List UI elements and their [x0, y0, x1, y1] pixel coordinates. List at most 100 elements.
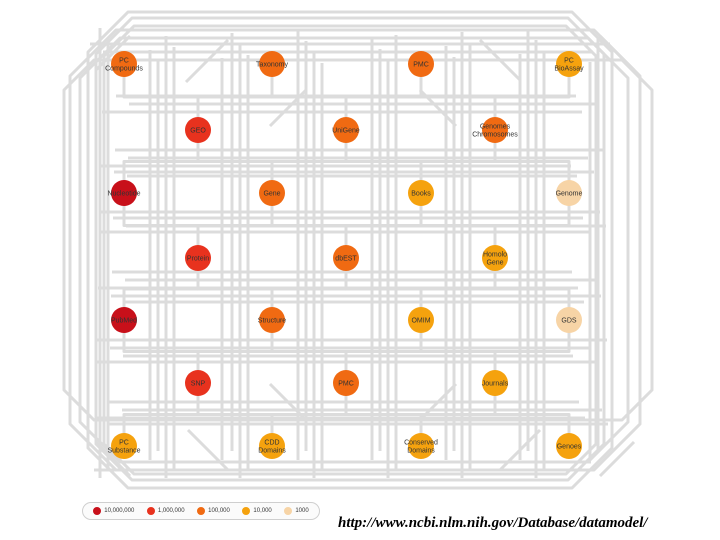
node-label: PC: [119, 440, 129, 447]
node-label: Conserved: [404, 440, 438, 447]
node-label: Journals: [482, 381, 509, 388]
node-label: GDS: [561, 318, 577, 325]
node-circle: [482, 370, 508, 396]
node-circle: [259, 307, 285, 333]
connection-line: [270, 258, 348, 320]
node-circle: [482, 245, 508, 271]
node-geo[interactable]: GEO: [185, 117, 211, 143]
connection-line: [62, 58, 654, 422]
connection-line: [122, 130, 200, 193]
node-label: Substance: [107, 448, 140, 455]
connection-line: [344, 130, 423, 193]
node-label: Taxonomy: [256, 62, 288, 69]
connection-line: [270, 64, 348, 130]
node-circle: [111, 180, 137, 206]
connection-line: [122, 383, 200, 446]
connection-line: [270, 320, 348, 383]
connection-line: [493, 320, 571, 383]
connection-line: [419, 258, 497, 320]
node-dbest[interactable]: dbEST: [333, 245, 359, 271]
node-label: SNP: [191, 381, 206, 388]
connection-line: [493, 130, 571, 193]
node-snp[interactable]: SNP: [185, 370, 211, 396]
node-circle: [333, 245, 359, 271]
legend-dot: [242, 507, 251, 515]
node-pubmed[interactable]: PubMed: [111, 307, 137, 333]
node-label: BioAssay: [554, 66, 584, 73]
node-label: UniGene: [332, 128, 360, 135]
node-label: Genomes: [480, 124, 511, 131]
connection-line: [344, 258, 423, 320]
node-label: Books: [411, 191, 431, 198]
connection-line: [196, 258, 274, 320]
connection-line: [478, 38, 522, 82]
connection-line: [498, 428, 542, 472]
source-url[interactable]: http://www.ncbi.nlm.nih.gov/Database/dat…: [338, 515, 648, 531]
connection-line: [94, 440, 132, 478]
connection-line: [122, 64, 200, 130]
legend-label: 1,000,000: [157, 508, 185, 514]
node-gds[interactable]: GDS: [556, 307, 582, 333]
node-pmc2[interactable]: PMC: [333, 370, 359, 396]
node-circle: [111, 307, 137, 333]
connection-line: [196, 383, 274, 446]
node-label: PMC: [338, 381, 354, 388]
node-structure[interactable]: Structure: [258, 307, 287, 333]
node-label: dbEST: [335, 256, 357, 263]
node-label: PubMed: [111, 318, 137, 325]
node-protein[interactable]: Protein: [185, 245, 211, 271]
legend-dot: [284, 507, 293, 515]
node-gene[interactable]: Gene: [259, 180, 285, 206]
node-circle: [185, 370, 211, 396]
connection-line: [184, 38, 230, 84]
node-label: Compounds: [105, 66, 143, 73]
connection-line: [196, 193, 274, 258]
node-label: Structure: [258, 318, 287, 325]
connection-lines: [62, 10, 654, 490]
node-circle: [408, 433, 434, 459]
legend-item: 100,000: [197, 507, 230, 515]
node-circle: [259, 51, 285, 77]
node-books[interactable]: Books: [408, 180, 434, 206]
node-label: PC: [564, 58, 574, 65]
connection-line: [196, 320, 274, 383]
connection-line: [493, 193, 571, 258]
legend-dot: [146, 507, 155, 515]
node-label: Protein: [187, 256, 209, 263]
connection-line: [270, 193, 348, 258]
node-pmc[interactable]: PMC: [408, 51, 434, 77]
connection-line: [344, 320, 423, 383]
connection-line: [270, 383, 348, 446]
node-label: GEO: [190, 128, 206, 135]
node-taxonomy[interactable]: Taxonomy: [256, 51, 288, 77]
node-circle: [259, 433, 285, 459]
node-circle: [408, 51, 434, 77]
node-circle: [556, 307, 582, 333]
legend-dot: [197, 507, 206, 515]
node-genoes[interactable]: Genoes: [556, 433, 582, 459]
node-label: Nucleotide: [107, 191, 140, 198]
node-label: PC: [119, 58, 129, 65]
node-label: OMIM: [411, 318, 430, 325]
node-omim[interactable]: OMIM: [408, 307, 434, 333]
node-circle: [556, 433, 582, 459]
connection-line: [598, 440, 636, 478]
legend-label: 10,000,000: [104, 508, 135, 514]
node-circle: [482, 117, 508, 143]
node-circle: [333, 370, 359, 396]
node-unigene[interactable]: UniGene: [332, 117, 360, 143]
node-genome[interactable]: Genome: [556, 180, 583, 206]
connection-line: [419, 193, 497, 258]
node-journals[interactable]: Journals: [482, 370, 509, 396]
connection-line: [196, 64, 274, 130]
node-circle: [185, 117, 211, 143]
node-nucleotide[interactable]: Nucleotide: [107, 180, 141, 206]
